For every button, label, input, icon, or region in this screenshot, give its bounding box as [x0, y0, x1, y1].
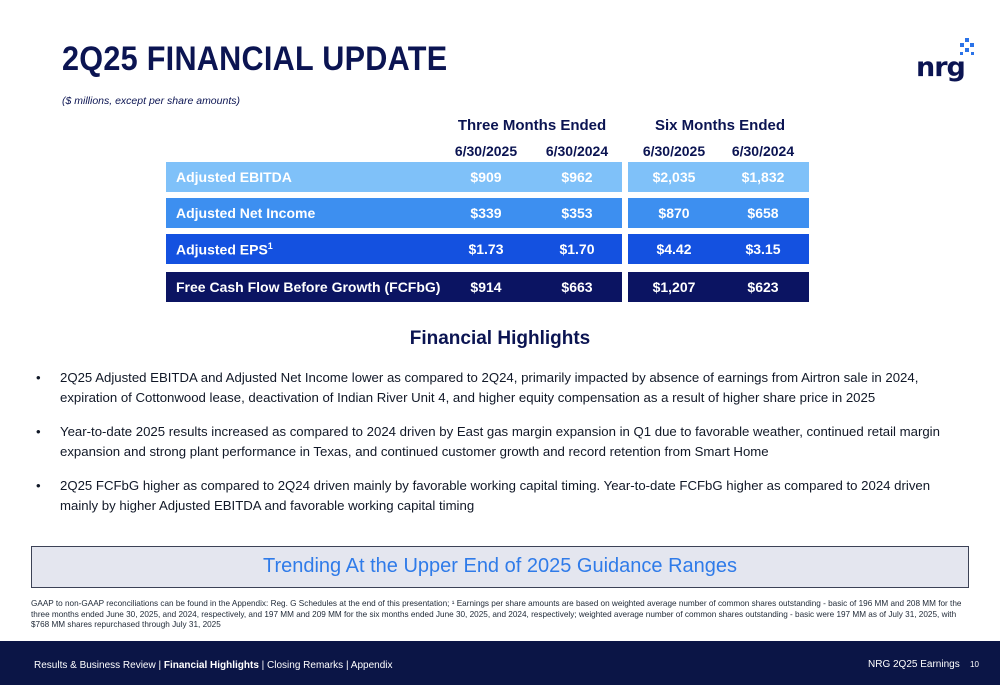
highlights-list: • 2Q25 Adjusted EBITDA and Adjusted Net … [36, 368, 961, 530]
nav-separator: | [343, 660, 351, 671]
bullet-text: Year-to-date 2025 results increased as c… [60, 424, 940, 459]
bullet-icon: • [36, 478, 41, 493]
table-cell: $663 [561, 279, 593, 295]
footnote: GAAP to non-GAAP reconciliations can be … [31, 599, 962, 629]
nav-results-link[interactable]: Results & Business Review [34, 660, 156, 671]
page-title: 2Q25 FINANCIAL UPDATE [62, 40, 448, 78]
table-cell: $623 [747, 279, 779, 295]
logo-wordmark: nrg [916, 52, 966, 83]
nrg-logo: nrg ® [916, 38, 976, 86]
row-label: Adjusted Net Income [176, 205, 316, 221]
logo-registered-mark: ® [959, 69, 964, 75]
nav-financial-highlights-link[interactable]: Financial Highlights [163, 660, 259, 671]
list-item: • 2Q25 Adjusted EBITDA and Adjusted Net … [36, 368, 961, 408]
row-label-text: Adjusted EPS [176, 241, 268, 258]
table-cell: $962 [561, 169, 593, 185]
page-number: 10 [970, 660, 979, 669]
bullet-text: 2Q25 FCFbG higher as compared to 2Q24 dr… [60, 478, 931, 513]
row-label: Free Cash Flow Before Growth (FCFbG) [176, 279, 441, 295]
table-cell: $1,832 [741, 169, 785, 185]
highlights-title: Financial Highlights [409, 328, 591, 349]
row-label: Adjusted EBITDA [176, 169, 292, 185]
table-cell: $1.73 [468, 241, 504, 257]
header-six-months: Six Months Ended [654, 117, 785, 134]
date-header-ytd-2025: 6/30/2025 [642, 143, 706, 159]
table-cell: $909 [470, 169, 502, 185]
footnote-marker: 1 [267, 241, 273, 251]
guidance-banner-text: Trending At the Upper End of 2025 Guidan… [262, 555, 738, 577]
date-header-ytd-2024: 6/30/2024 [731, 143, 795, 159]
guidance-banner: Trending At the Upper End of 2025 Guidan… [31, 546, 969, 588]
table-cell: $870 [658, 205, 690, 221]
logo-dots-icon [958, 38, 976, 56]
table-cell: $4.42 [656, 241, 692, 257]
footer-nav: Results & Business Review | Financial Hi… [34, 660, 393, 671]
table-cell: $339 [470, 205, 502, 221]
nav-separator: | [155, 660, 164, 671]
header-three-months: Three Months Ended [457, 117, 607, 134]
table-cell: $658 [747, 205, 779, 221]
row-label: Adjusted EPS1 [176, 241, 273, 258]
table-cell: $2,035 [652, 169, 696, 185]
table-cell: $1,207 [652, 279, 696, 295]
deck-title: NRG 2Q25 Earnings [868, 659, 960, 670]
list-item: • 2Q25 FCFbG higher as compared to 2Q24 … [36, 476, 961, 516]
bullet-icon: • [36, 424, 41, 439]
table-cell: $1.70 [559, 241, 595, 257]
nav-appendix-link[interactable]: Appendix [350, 660, 393, 671]
table-cell: $3.15 [745, 241, 781, 257]
table-cell: $353 [561, 205, 593, 221]
footer-bar: Results & Business Review | Financial Hi… [0, 641, 1000, 685]
date-header-q-2024: 6/30/2024 [545, 143, 609, 159]
bullet-text: 2Q25 Adjusted EBITDA and Adjusted Net In… [60, 370, 919, 405]
nav-closing-remarks-link[interactable]: Closing Remarks [267, 660, 344, 671]
date-header-q-2025: 6/30/2025 [454, 143, 518, 159]
bullet-icon: • [36, 370, 41, 385]
nav-separator: | [258, 660, 268, 671]
table-cell: $914 [470, 279, 502, 295]
units-note: ($ millions, except per share amounts) [62, 95, 240, 107]
list-item: • Year-to-date 2025 results increased as… [36, 422, 961, 462]
